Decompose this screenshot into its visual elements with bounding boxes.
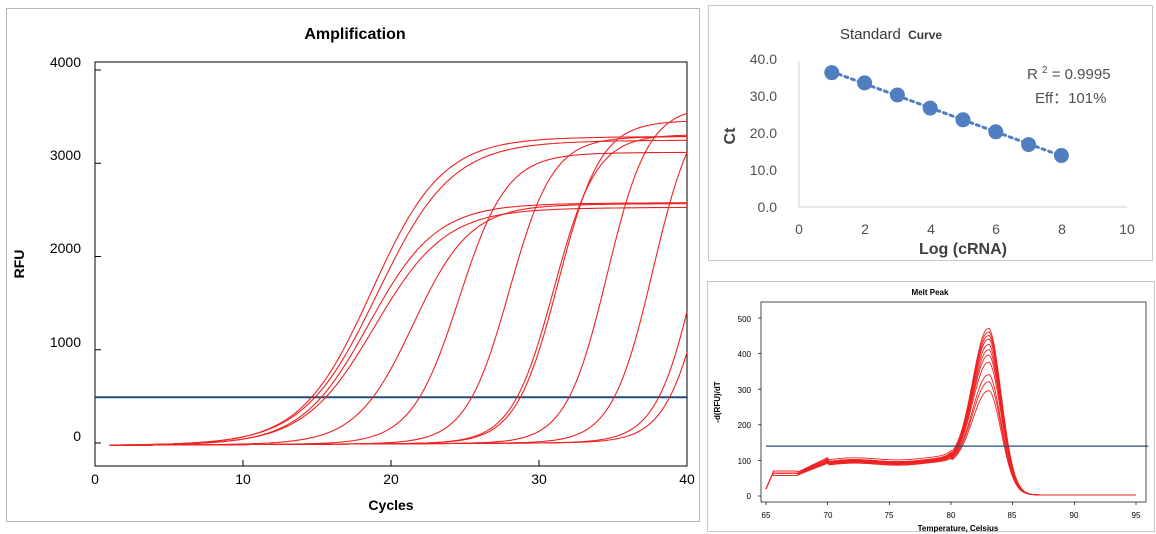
x-axis-label: Log (cRNA): [919, 241, 1007, 258]
y-tick-label: 500: [738, 315, 752, 324]
x-tick-label: 95: [1132, 511, 1141, 520]
x-axis-label: Cycles: [368, 497, 413, 513]
x-tick-label: 6: [992, 221, 1000, 237]
y-tick-label: 1000: [50, 334, 81, 350]
y-tick-label: 0.0: [758, 199, 778, 215]
amplification-curve: [109, 152, 688, 446]
amplification-curve: [109, 203, 688, 446]
y-tick-label: 100: [738, 457, 752, 466]
plot-frame: [760, 301, 1147, 503]
r-squared-label: R: [1027, 66, 1038, 83]
plot-frame: [94, 61, 688, 467]
melt-curve: [765, 349, 1136, 496]
x-tick-label: 20: [383, 471, 399, 487]
y-tick-label: 0: [747, 492, 752, 501]
melt-curve: [765, 331, 1136, 496]
x-tick-label: 75: [885, 511, 894, 520]
x-tick-label: 65: [762, 511, 771, 520]
melt-peak-chart: Melt Peak -d(RFU)/dT Temperature, Celsiu…: [713, 288, 1149, 533]
y-tick-label: 30.0: [750, 88, 777, 104]
melt-curve: [765, 327, 1136, 496]
y-tick-label: 20.0: [750, 125, 777, 141]
amplification-curve: [109, 311, 688, 446]
x-tick-label: 90: [1070, 511, 1079, 520]
r-squared-superscript: 2: [1042, 65, 1048, 76]
melt-curve: [765, 338, 1136, 496]
x-tick-label: 85: [1008, 511, 1017, 520]
x-tick-label: 70: [824, 511, 833, 520]
chart-title: Melt Peak: [912, 288, 949, 297]
melt-curve: [765, 389, 1136, 496]
standard-curve-panel: Standard Curve Ct Log (cRNA) 0.0 10.0 20…: [708, 5, 1153, 261]
data-point: [824, 65, 840, 81]
data-point: [1053, 148, 1069, 164]
amplification-curve: [109, 134, 688, 446]
amplification-curve: [109, 202, 687, 446]
chart-title: Amplification: [304, 26, 405, 43]
amplification-curves: [95, 112, 688, 446]
x-axis-label: Temperature, Celsius: [918, 524, 999, 533]
amplification-curve: [109, 112, 688, 446]
x-tick-label: 10: [235, 471, 251, 487]
data-point: [988, 124, 1004, 140]
amplification-curve: [109, 139, 687, 446]
chart-title-main: Standard: [840, 26, 901, 43]
amplification-curve: [109, 135, 688, 446]
melt-peak-curves: [765, 327, 1149, 496]
x-tick-label: 40: [679, 471, 695, 487]
y-tick-label: 200: [738, 421, 752, 430]
y-tick-label: 0: [73, 428, 81, 444]
amplification-curve: [109, 136, 687, 446]
melt-peak-panel: Melt Peak -d(RFU)/dT Temperature, Celsiu…: [707, 281, 1155, 533]
x-tick-label: 8: [1058, 221, 1066, 237]
efficiency-annotation: Eff：101%: [1035, 90, 1106, 107]
y-axis-label: -d(RFU)/dT: [713, 381, 722, 422]
melt-curve: [765, 361, 1136, 496]
amplification-curve: [109, 206, 687, 446]
x-tick-label: 2: [861, 221, 869, 237]
amplification-panel: Amplification RFU Cycles 0 10 20 30 40 0…: [6, 8, 700, 522]
data-point: [889, 87, 905, 103]
data-point: [1021, 137, 1037, 153]
y-axis-label: Ct: [722, 127, 739, 145]
y-axis-label: RFU: [11, 250, 27, 279]
amplification-chart: Amplification RFU Cycles 0 10 20 30 40 0…: [11, 26, 695, 513]
standard-curve-marks: [824, 65, 1069, 164]
amplification-curve: [109, 352, 688, 446]
chart-title-tail: Curve: [908, 28, 942, 42]
axis-ticks: [94, 69, 688, 466]
x-tick-label: 30: [531, 471, 547, 487]
y-tick-label: 4000: [50, 54, 81, 70]
melt-curve: [765, 373, 1136, 496]
melt-curve: [765, 380, 1136, 496]
axis-ticks: [758, 317, 1137, 505]
x-tick-label: 0: [795, 221, 803, 237]
x-tick-label: 4: [927, 221, 935, 237]
y-tick-label: 300: [738, 386, 752, 395]
r-squared-annotation: R 2 = 0.9995: [1027, 60, 1111, 83]
y-tick-label: 2000: [50, 240, 81, 256]
data-point: [922, 100, 938, 116]
y-tick-label: 40.0: [750, 51, 777, 67]
chart-title: Standard Curve: [840, 26, 942, 43]
x-tick-label: 10: [1119, 221, 1135, 237]
melt-curve: [765, 343, 1136, 496]
y-tick-label: 10.0: [750, 162, 777, 178]
x-tick-label: 80: [947, 511, 956, 520]
melt-curve: [765, 354, 1136, 496]
r-squared-value: = 0.9995: [1052, 66, 1111, 83]
standard-curve-chart: Standard Curve Ct Log (cRNA) 0.0 10.0 20…: [722, 26, 1135, 258]
x-tick-label: 0: [91, 471, 99, 487]
y-tick-label: 400: [738, 350, 752, 359]
data-point: [955, 112, 971, 128]
melt-curve: [765, 334, 1136, 496]
data-point: [857, 75, 873, 91]
amplification-curve: [109, 151, 687, 446]
y-tick-label: 3000: [50, 147, 81, 163]
